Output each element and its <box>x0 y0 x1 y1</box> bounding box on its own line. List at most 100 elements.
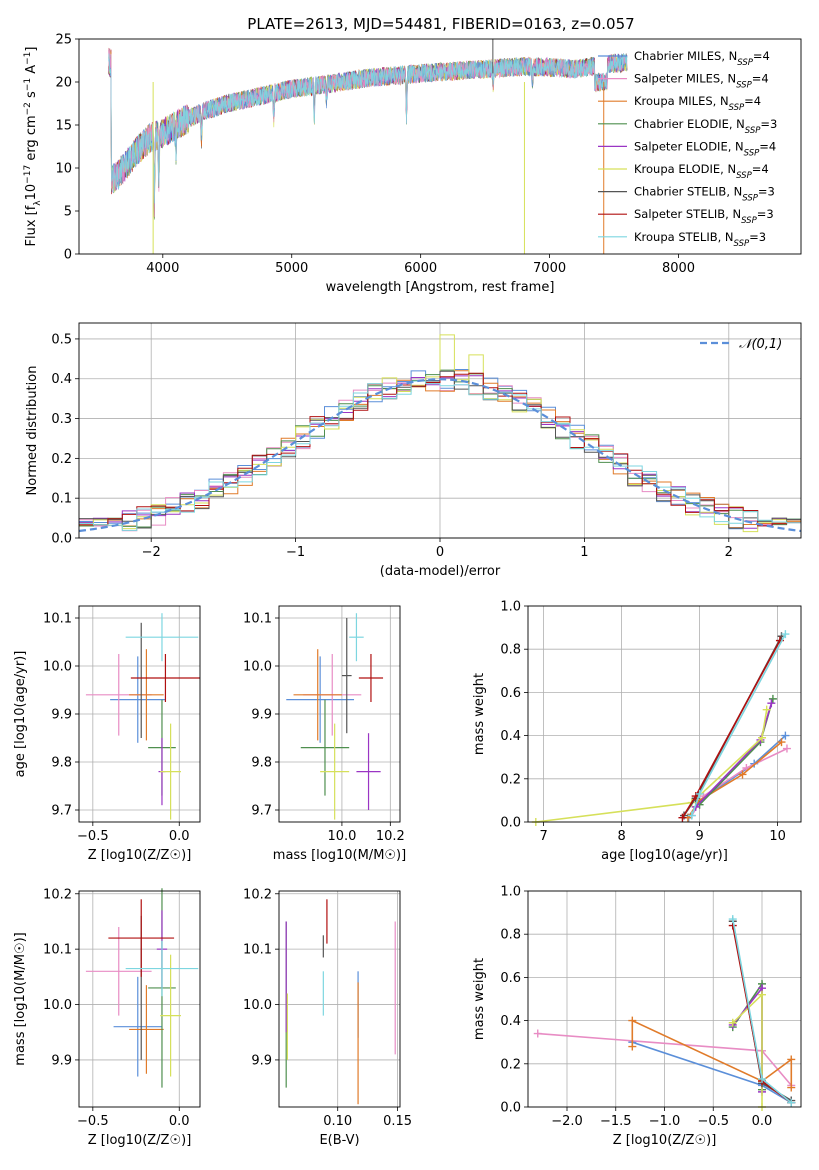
x-tick-label: 10.0 <box>327 829 356 844</box>
y-tick-label: 9.7 <box>51 804 72 819</box>
weight-marker <box>533 1029 542 1038</box>
x-tick-label: −0.5 <box>697 1114 729 1129</box>
weight-marker <box>767 699 776 708</box>
y-tick-label: 15 <box>55 119 72 134</box>
y-tick-label: 0.4 <box>500 1014 521 1029</box>
x-axis-label: mass [log10(M/M☉)] <box>273 848 406 863</box>
x-tick-label: 10 <box>769 829 786 844</box>
x-tick-label: 0.0 <box>169 829 190 844</box>
x-tick-label: 0 <box>436 545 444 560</box>
weight-marker <box>768 694 777 703</box>
y-tick-label: 10.2 <box>43 887 72 902</box>
y-tick-label: 10.1 <box>43 943 72 958</box>
y-tick-label: 9.8 <box>251 756 272 771</box>
x-axis-label: E(B-V) <box>319 1133 359 1148</box>
y-axis-label: Flux [fλ10−17 erg cm−2 s−1 A−1] <box>23 47 43 247</box>
y-tick-label: 10.0 <box>243 660 272 675</box>
weight-marker <box>781 630 790 639</box>
y-tick-label: 9.9 <box>51 1053 72 1068</box>
histogram-series <box>79 370 801 529</box>
y-tick-label: 10 <box>55 162 72 177</box>
x-tick-label: −1.5 <box>600 1114 632 1129</box>
weight-series <box>687 741 783 819</box>
weight-series <box>631 1019 793 1088</box>
x-tick-label: 7 <box>539 829 547 844</box>
x-tick-label: 7000 <box>533 261 566 276</box>
weight-marker <box>695 789 704 798</box>
y-tick-label: 25 <box>55 33 72 48</box>
y-tick-label: 0.3 <box>51 412 72 427</box>
weight-marker <box>787 1098 796 1107</box>
y-tick-label: 0.2 <box>51 452 72 467</box>
chart-layer: 4000 5000 6000 7000 80000510152025wavelength… <box>13 33 802 1148</box>
x-tick-label: 0.0 <box>169 1114 190 1129</box>
y-tick-label: 1.0 <box>500 600 521 615</box>
axes-frame <box>527 605 802 823</box>
spectrum-series <box>108 53 628 204</box>
y-tick-label: 10.0 <box>43 998 72 1013</box>
axes-frame <box>278 605 401 823</box>
x-axis-label: Z [log10(Z/Z☉)] <box>88 1133 192 1148</box>
y-axis-label: mass weight <box>472 673 487 755</box>
x-tick-label: 6000 <box>404 261 437 276</box>
weight-marker <box>758 733 766 742</box>
legend-label: 𝒩(0,1) <box>739 337 782 352</box>
y-axis-label: age [log10(age/yr)] <box>13 651 28 778</box>
y-axis-label: mass weight <box>472 958 487 1040</box>
y-tick-label: 0.4 <box>500 729 521 744</box>
axes-frame <box>78 890 201 1108</box>
y-tick-label: 10.1 <box>243 943 272 958</box>
y-tick-label: 0.8 <box>500 643 521 658</box>
y-tick-label: 5 <box>64 205 72 220</box>
weight-series <box>535 709 768 823</box>
y-axis-label: mass [log10(M/M☉)] <box>13 932 28 1065</box>
x-axis-label: Z [log10(Z/Z☉)] <box>613 1133 717 1148</box>
y-tick-label: 20 <box>55 76 72 91</box>
histogram-series <box>79 379 801 532</box>
y-tick-label: 0.0 <box>500 816 521 831</box>
y-tick-label: 9.8 <box>51 756 72 771</box>
x-tick-label: 4000 <box>146 261 179 276</box>
y-tick-label: 0.2 <box>500 772 521 787</box>
y-tick-label: 10.1 <box>43 612 72 627</box>
x-tick-label: −2.0 <box>551 1114 583 1129</box>
y-tick-label: 9.9 <box>251 1053 272 1068</box>
y-tick-label: 9.7 <box>251 804 272 819</box>
x-tick-label: 0.10 <box>323 1114 352 1129</box>
x-tick-label: 5000 <box>275 261 308 276</box>
y-tick-label: 10.2 <box>243 887 272 902</box>
weight-marker <box>728 915 737 924</box>
weight-marker <box>628 1042 637 1051</box>
normal-curve <box>78 378 802 533</box>
spectrum-series <box>108 48 628 217</box>
x-tick-label: 8 <box>617 829 625 844</box>
x-tick-label: −1.0 <box>649 1114 681 1129</box>
y-tick-label: 0.4 <box>51 372 72 387</box>
y-tick-label: 0.0 <box>500 1101 521 1116</box>
weight-marker <box>728 1018 737 1027</box>
y-tick-label: 0.8 <box>500 928 521 943</box>
x-tick-label: 2 <box>725 545 733 560</box>
x-tick-label: 8000 <box>662 261 695 276</box>
x-tick-label: 1 <box>580 545 588 560</box>
axes-frame <box>78 605 201 823</box>
weight-marker <box>687 811 696 820</box>
weight-marker <box>787 1055 796 1064</box>
weight-series <box>691 633 787 816</box>
y-tick-label: 10.0 <box>243 998 272 1013</box>
y-tick-label: 0.2 <box>500 1057 521 1072</box>
x-tick-label: 9 <box>695 829 703 844</box>
weight-series <box>681 640 781 819</box>
weight-marker <box>758 1074 766 1083</box>
y-tick-label: 9.9 <box>51 708 72 723</box>
y-tick-label: 0.1 <box>51 492 72 507</box>
y-tick-label: 0.6 <box>500 686 521 701</box>
axes-frame <box>78 322 802 539</box>
axes-frame <box>278 890 401 1108</box>
y-tick-label: 1.0 <box>500 885 521 900</box>
weight-marker <box>758 990 766 999</box>
x-axis-label: (data-model)/error <box>380 564 501 579</box>
weight-marker <box>738 770 747 779</box>
x-tick-label: 10.2 <box>376 829 405 844</box>
